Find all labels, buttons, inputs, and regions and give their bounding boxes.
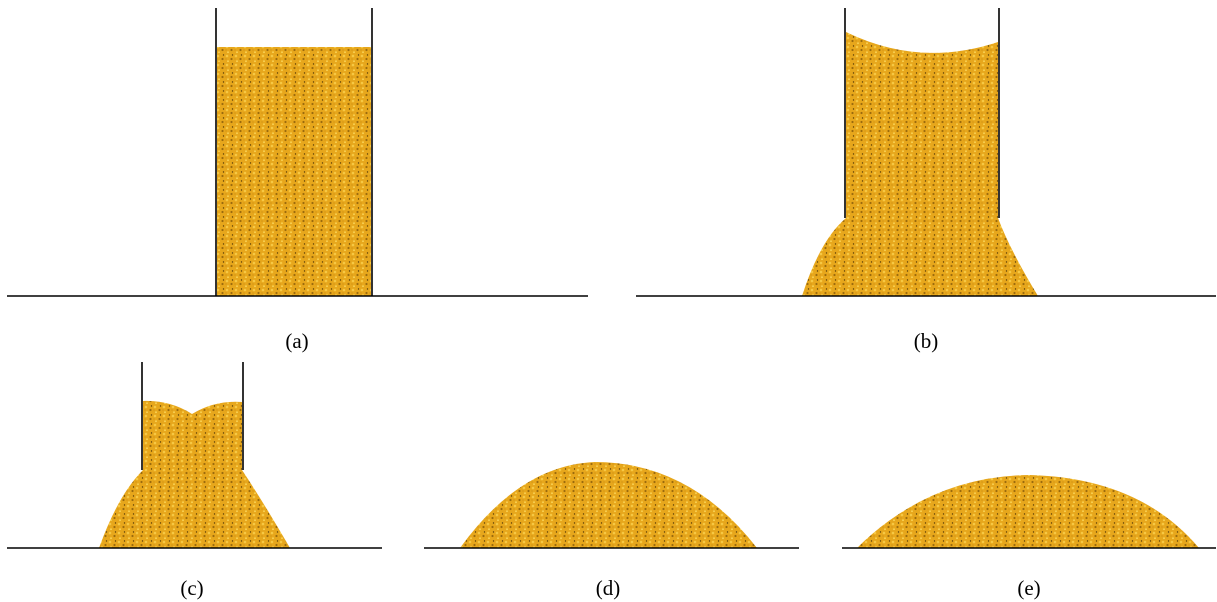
panel-e: (e): [842, 475, 1216, 600]
panel-b: (b): [636, 8, 1216, 353]
panel-label: (d): [596, 576, 621, 600]
panel-label: (b): [914, 329, 939, 353]
granular-column: [217, 47, 371, 296]
granular-flow: [802, 32, 1038, 296]
panel-label: (c): [180, 576, 203, 600]
granular-flow: [99, 400, 290, 548]
panel-label: (e): [1017, 576, 1040, 600]
granular-pile: [857, 475, 1199, 548]
panel-c: (c): [7, 362, 382, 600]
granular-pile: [460, 462, 757, 548]
panel-label: (a): [285, 329, 308, 353]
panel-d: (d): [424, 462, 799, 600]
panel-a: (a): [7, 8, 588, 353]
